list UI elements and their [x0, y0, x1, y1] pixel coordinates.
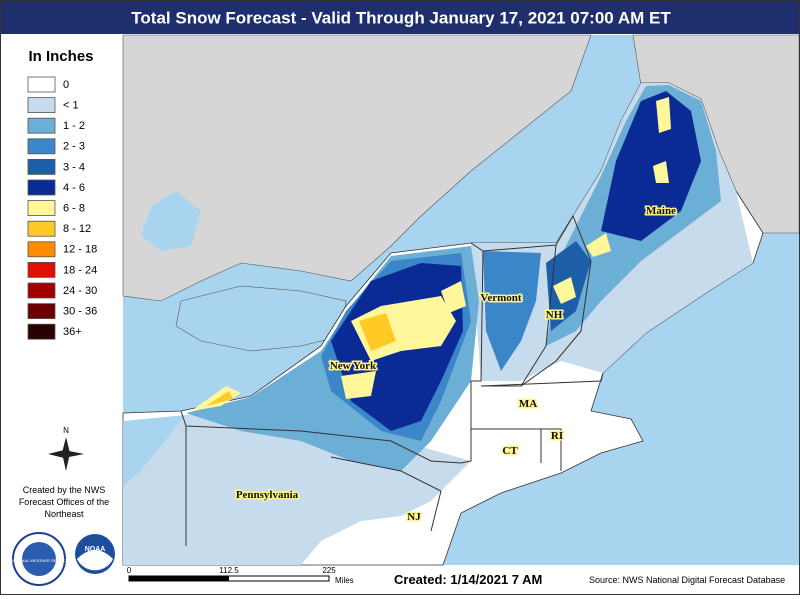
credit-line: Forecast Offices of the — [19, 497, 109, 507]
legend-label: 18 - 24 — [63, 264, 97, 276]
legend-label: 4 - 6 — [63, 182, 85, 194]
legend-label: 12 - 18 — [63, 244, 97, 256]
state-label: Pennsylvania — [236, 489, 299, 501]
legend-label: 36+ — [63, 326, 82, 338]
credit-line: Created by the NWS — [23, 485, 106, 495]
noaa-logo: NOAA — [75, 534, 115, 574]
legend: In Inches 0 < 1 1 - 2 2 - 3 3 - 4 4 - 6 6 - 8 8… — [27, 48, 97, 340]
scale-label: 0 — [127, 566, 132, 575]
scale-label: 112.5 — [219, 566, 239, 575]
state-label: New York — [330, 360, 377, 372]
legend-swatch — [27, 303, 56, 320]
state-label: Maine — [646, 205, 676, 217]
scale-label: 225 — [322, 566, 336, 575]
legend-swatch — [27, 241, 56, 258]
state-label: CT — [502, 445, 518, 457]
scale-bar: 0 112.5 225 Miles — [127, 566, 354, 585]
source: Source: NWS National Digital Forecast Da… — [589, 575, 785, 585]
legend-label: 3 - 4 — [63, 161, 85, 173]
legend-swatch — [27, 179, 56, 196]
legend-label: 0 — [63, 79, 69, 91]
legend-swatch — [27, 261, 56, 278]
state-label: NH — [546, 309, 563, 321]
legend-label: 30 - 36 — [63, 306, 97, 318]
title-bar — [1, 1, 799, 34]
legend-label: < 1 — [63, 100, 79, 112]
legend-label: 2 - 3 — [63, 141, 85, 153]
map — [122, 34, 800, 566]
legend-swatch — [27, 97, 56, 113]
credit-line: Northeast — [44, 509, 84, 519]
legend-swatch — [27, 76, 56, 93]
title: Total Snow Forecast - Valid Through Janu… — [131, 8, 671, 27]
logo-text: NOAA — [85, 546, 106, 553]
legend-label: 8 - 12 — [63, 223, 91, 235]
legend-swatch — [27, 158, 56, 175]
state-label: Vermont — [480, 292, 521, 304]
legend-swatch — [27, 323, 56, 340]
legend-swatch — [27, 220, 56, 237]
compass-label: N — [63, 426, 69, 435]
legend-swatch — [27, 117, 56, 134]
state-label: MA — [519, 398, 537, 410]
state-label: NJ — [407, 511, 421, 523]
legend-label: 24 - 30 — [63, 285, 97, 297]
legend-title: In Inches — [28, 48, 93, 65]
state-label: RI — [551, 430, 563, 442]
legend-swatch — [27, 138, 56, 155]
legend-label: 1 - 2 — [63, 120, 85, 132]
legend-swatch — [27, 282, 56, 299]
legend-swatch — [27, 200, 56, 217]
logo-text: NATIONAL WEATHER SERVICE — [10, 558, 69, 563]
nws-logo: NATIONAL WEATHER SERVICE — [10, 532, 69, 586]
compass: N — [48, 426, 84, 471]
legend-label: 6 - 8 — [63, 203, 85, 215]
created: Created: 1/14/2021 7 AM — [394, 572, 542, 587]
scale-unit: Miles — [335, 576, 354, 585]
